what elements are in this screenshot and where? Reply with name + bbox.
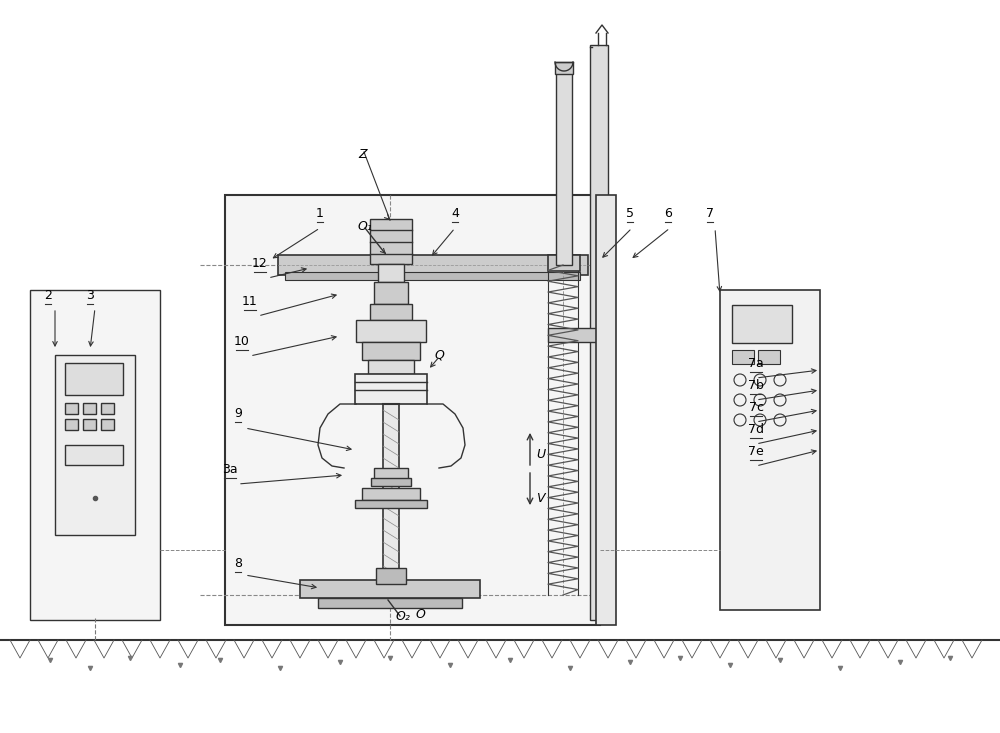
Text: 9: 9 <box>234 407 242 420</box>
Text: 7e: 7e <box>748 445 764 458</box>
Text: O₁: O₁ <box>358 220 373 233</box>
Bar <box>355 500 427 508</box>
Bar <box>556 70 572 265</box>
Text: 7b: 7b <box>748 379 764 392</box>
Text: 12: 12 <box>252 257 268 270</box>
Bar <box>65 403 78 414</box>
Bar <box>101 403 114 414</box>
Bar <box>732 350 754 364</box>
Bar <box>278 255 588 275</box>
Bar <box>65 419 78 430</box>
Text: 5: 5 <box>626 207 634 220</box>
Bar <box>376 568 406 584</box>
Bar <box>383 404 399 589</box>
Bar <box>758 350 780 364</box>
Bar <box>370 304 412 320</box>
Text: 7a: 7a <box>748 357 764 370</box>
Bar <box>300 580 480 598</box>
Text: V: V <box>536 492 544 505</box>
Bar <box>378 264 404 282</box>
Bar <box>720 290 820 610</box>
Bar <box>30 290 160 620</box>
Bar <box>596 195 616 625</box>
Bar <box>285 272 580 280</box>
Text: 10: 10 <box>234 335 250 348</box>
Text: O: O <box>416 608 426 621</box>
Text: 11: 11 <box>242 295 258 308</box>
Bar <box>548 255 580 271</box>
Bar <box>555 62 573 74</box>
Bar <box>55 355 135 535</box>
Bar <box>732 305 792 343</box>
Bar <box>374 282 408 304</box>
Bar <box>83 419 96 430</box>
Text: 7: 7 <box>706 207 714 220</box>
Text: 3: 3 <box>86 289 94 302</box>
Bar <box>370 219 412 264</box>
Bar <box>65 445 123 465</box>
Bar <box>318 598 462 608</box>
Bar <box>83 403 96 414</box>
Bar <box>362 488 420 500</box>
Text: 6: 6 <box>664 207 672 220</box>
Text: Z: Z <box>358 148 367 161</box>
Bar <box>362 342 420 360</box>
Text: 4: 4 <box>451 207 459 220</box>
Bar <box>225 195 600 625</box>
Bar <box>590 45 608 620</box>
Bar <box>368 360 414 374</box>
Text: 7c: 7c <box>748 401 764 414</box>
Bar <box>356 320 426 342</box>
Text: 2: 2 <box>44 289 52 302</box>
Bar <box>374 468 408 480</box>
Text: 3a: 3a <box>222 463 238 476</box>
Bar <box>101 419 114 430</box>
Text: U: U <box>536 448 545 461</box>
Text: 1: 1 <box>316 207 324 220</box>
Bar <box>548 328 610 342</box>
Text: 7d: 7d <box>748 423 764 436</box>
Text: 8: 8 <box>234 557 242 570</box>
Text: Q: Q <box>434 348 444 361</box>
Bar <box>371 478 411 486</box>
Text: O₂: O₂ <box>396 610 411 623</box>
Bar <box>355 374 427 404</box>
Bar <box>65 363 123 395</box>
